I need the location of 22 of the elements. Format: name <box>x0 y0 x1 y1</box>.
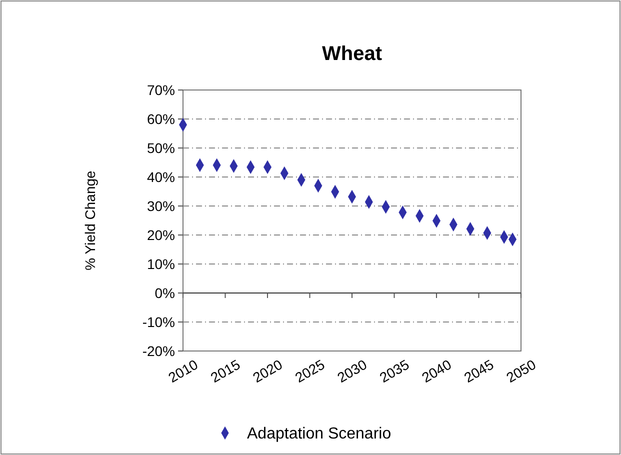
y-tick-label: 20% <box>146 226 175 243</box>
x-tick-label: 2040 <box>418 356 454 386</box>
x-tick-label: 2010 <box>165 356 201 386</box>
x-tick-label: 2035 <box>376 356 412 386</box>
y-tick-label: -10% <box>142 314 175 330</box>
legend-label: Adaptation Scenario <box>247 426 392 443</box>
x-tick-label: 2020 <box>250 356 286 386</box>
x-tick-label: 2030 <box>334 356 370 386</box>
x-tick-label: 2050 <box>503 356 539 386</box>
y-tick-label: -20% <box>142 342 175 359</box>
y-tick-label: 70% <box>146 82 175 98</box>
x-tick-label: 2015 <box>208 356 243 386</box>
y-tick-label: 10% <box>146 256 175 272</box>
x-tick-label: 2025 <box>292 356 328 386</box>
y-tick-label: 40% <box>146 168 175 185</box>
y-axis-title: % Yield Change <box>82 170 98 270</box>
x-tick-label: 2045 <box>461 356 496 386</box>
chart-title: Wheat <box>322 43 382 65</box>
y-tick-label: 50% <box>146 140 175 156</box>
y-tick-label: 60% <box>146 110 175 127</box>
y-tick-label: 30% <box>146 198 175 214</box>
y-tick-label: 0% <box>154 284 175 301</box>
